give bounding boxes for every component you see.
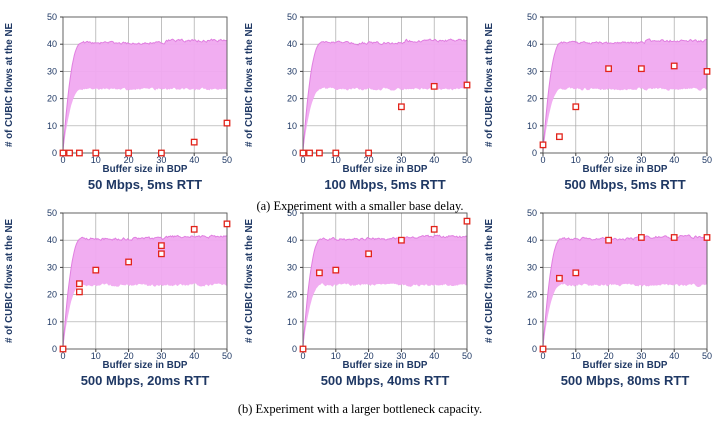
svg-text:10: 10: [287, 317, 297, 327]
svg-text:100 Mbps, 5ms RTT: 100 Mbps, 5ms RTT: [324, 177, 445, 192]
svg-text:500 Mbps, 5ms RTT: 500 Mbps, 5ms RTT: [564, 177, 685, 192]
svg-text:0: 0: [300, 351, 305, 361]
svg-text:50: 50: [462, 155, 472, 165]
svg-text:# of CUBIC flows at the NE: # of CUBIC flows at the NE: [4, 218, 15, 343]
svg-text:0: 0: [292, 344, 297, 354]
svg-text:Buffer size in BDP: Buffer size in BDP: [583, 360, 668, 371]
svg-text:20: 20: [47, 94, 57, 104]
svg-text:10: 10: [571, 155, 581, 165]
svg-text:40: 40: [287, 235, 297, 245]
svg-text:10: 10: [571, 351, 581, 361]
svg-text:50: 50: [702, 155, 712, 165]
svg-text:50: 50: [462, 351, 472, 361]
svg-text:# of CUBIC flows at the NE: # of CUBIC flows at the NE: [484, 22, 495, 147]
svg-text:Buffer size in BDP: Buffer size in BDP: [343, 164, 428, 175]
svg-text:20: 20: [527, 290, 537, 300]
svg-text:10: 10: [527, 121, 537, 131]
svg-text:10: 10: [331, 155, 341, 165]
svg-text:40: 40: [47, 235, 57, 245]
svg-text:40: 40: [189, 351, 199, 361]
svg-text:0: 0: [540, 351, 545, 361]
svg-text:Buffer size in BDP: Buffer size in BDP: [343, 360, 428, 371]
svg-text:20: 20: [47, 290, 57, 300]
svg-text:30: 30: [47, 262, 57, 272]
svg-text:# of CUBIC flows at the NE: # of CUBIC flows at the NE: [4, 22, 15, 147]
svg-text:40: 40: [429, 351, 439, 361]
svg-text:40: 40: [429, 155, 439, 165]
svg-text:40: 40: [189, 155, 199, 165]
svg-text:40: 40: [47, 39, 57, 49]
svg-text:30: 30: [287, 66, 297, 76]
svg-text:Buffer size in BDP: Buffer size in BDP: [103, 164, 188, 175]
svg-text:10: 10: [47, 317, 57, 327]
svg-text:10: 10: [47, 121, 57, 131]
svg-text:40: 40: [669, 155, 679, 165]
svg-text:0: 0: [52, 344, 57, 354]
svg-text:40: 40: [527, 39, 537, 49]
svg-text:50: 50: [222, 155, 232, 165]
svg-text:50: 50: [47, 12, 57, 22]
svg-text:0: 0: [60, 351, 65, 361]
svg-text:0: 0: [60, 155, 65, 165]
svg-text:Buffer size in BDP: Buffer size in BDP: [583, 164, 668, 175]
svg-text:0: 0: [300, 155, 305, 165]
svg-text:40: 40: [287, 39, 297, 49]
svg-text:0: 0: [540, 155, 545, 165]
svg-text:500 Mbps, 40ms RTT: 500 Mbps, 40ms RTT: [321, 373, 450, 388]
svg-text:Buffer size in BDP: Buffer size in BDP: [103, 360, 188, 371]
svg-text:500 Mbps, 80ms RTT: 500 Mbps, 80ms RTT: [561, 373, 690, 388]
svg-text:# of CUBIC flows at the NE: # of CUBIC flows at the NE: [244, 22, 255, 147]
svg-text:50: 50: [222, 351, 232, 361]
svg-text:0: 0: [532, 148, 537, 158]
svg-text:0: 0: [292, 148, 297, 158]
svg-text:40: 40: [527, 235, 537, 245]
svg-text:20: 20: [527, 94, 537, 104]
svg-text:50 Mbps, 5ms RTT: 50 Mbps, 5ms RTT: [88, 177, 202, 192]
svg-text:0: 0: [532, 344, 537, 354]
svg-text:30: 30: [527, 66, 537, 76]
svg-text:50: 50: [527, 12, 537, 22]
svg-text:500 Mbps, 20ms RTT: 500 Mbps, 20ms RTT: [81, 373, 210, 388]
svg-text:50: 50: [702, 351, 712, 361]
svg-text:30: 30: [287, 262, 297, 272]
svg-text:10: 10: [331, 351, 341, 361]
svg-text:20: 20: [287, 290, 297, 300]
svg-text:10: 10: [91, 351, 101, 361]
svg-text:10: 10: [91, 155, 101, 165]
svg-text:0: 0: [52, 148, 57, 158]
svg-text:10: 10: [527, 317, 537, 327]
svg-text:10: 10: [287, 121, 297, 131]
svg-text:20: 20: [287, 94, 297, 104]
svg-text:# of CUBIC flows at the NE: # of CUBIC flows at the NE: [484, 218, 495, 343]
svg-text:50: 50: [287, 12, 297, 22]
svg-text:30: 30: [47, 66, 57, 76]
svg-text:40: 40: [669, 351, 679, 361]
svg-text:30: 30: [527, 262, 537, 272]
svg-text:# of CUBIC flows at the NE: # of CUBIC flows at the NE: [244, 218, 255, 343]
